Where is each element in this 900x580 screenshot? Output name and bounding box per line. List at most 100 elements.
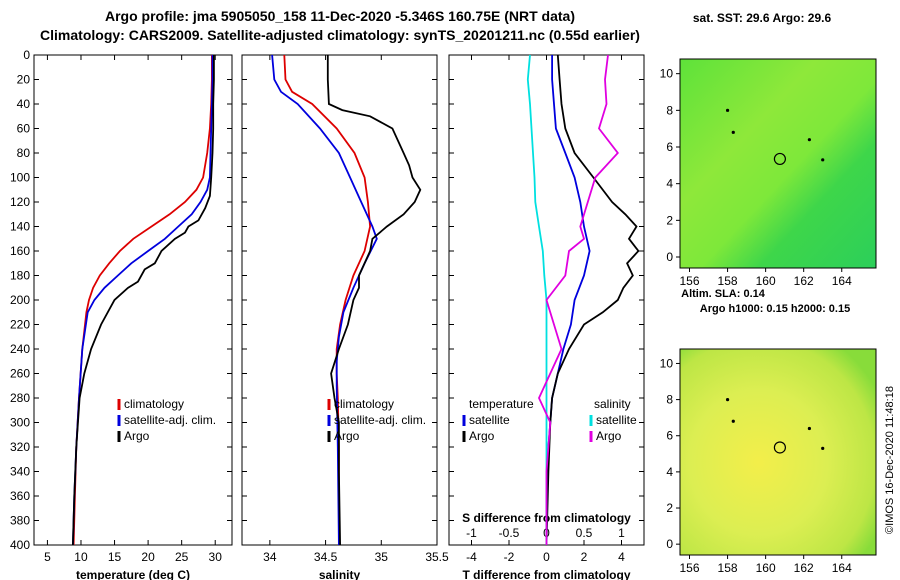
temperature-panel: 0 20 40 60 80 100 120 140 160 180 200 220 240 260 280 3… — [10, 48, 233, 580]
y-tick-label: 20 — [17, 73, 31, 87]
map-x-tick-label: 160 — [756, 274, 776, 288]
y-tick-label: 340 — [10, 465, 30, 479]
map-y-tick-label: 8 — [666, 103, 673, 117]
series-line-argo — [72, 55, 215, 546]
island-marker — [725, 397, 730, 402]
map-y-tick-label: 0 — [666, 537, 673, 551]
y-tick-label: 100 — [10, 171, 30, 185]
legend-label: satellite — [596, 413, 637, 427]
x-tick-label: 0 — [543, 550, 550, 564]
legend-label: climatology — [334, 397, 394, 411]
map-y-tick-label: 4 — [666, 465, 673, 479]
y-tick-label: 120 — [10, 195, 30, 209]
map-y-tick-label: 6 — [666, 140, 673, 154]
legend-label: satellite-adj. clim. — [124, 413, 216, 427]
map-x-tick-label: 164 — [832, 561, 852, 575]
island-marker — [807, 138, 811, 142]
y-tick-label: 200 — [10, 293, 30, 307]
map-y-tick-label: 10 — [660, 67, 674, 81]
series-line-argo — [326, 55, 422, 546]
x-tick-label: 34.5 — [314, 550, 338, 564]
series-line-satellite-adj-clim- — [271, 54, 378, 546]
sla-field — [680, 349, 876, 555]
map-x-tick-label: 156 — [679, 274, 699, 288]
legend-label: satellite — [469, 413, 510, 427]
sla-map-frame — [679, 348, 877, 556]
x-axis-label: T difference from climatology — [462, 568, 630, 580]
island-marker — [731, 419, 735, 423]
x-axis-label: salinity — [319, 568, 361, 580]
difference-panel: -4 -2 0 2 4-1 -0.5 0 0.5 1S difference from clim… — [448, 54, 645, 580]
map-y-tick-label: 0 — [666, 250, 673, 264]
salinity-panel: 34 34.5 35 35.5 salinity climatology satellite… — [241, 54, 449, 580]
x2-tick-label: 1 — [618, 526, 625, 540]
sst-map-frame — [679, 58, 877, 269]
island-marker — [821, 446, 825, 450]
x-tick-label: -2 — [504, 550, 515, 564]
x-tick-label: 5 — [44, 550, 51, 564]
y-tick-label: 180 — [10, 269, 30, 283]
map-x-tick-label: 162 — [794, 274, 814, 288]
x2-tick-label: -0.5 — [499, 526, 520, 540]
island-marker — [725, 108, 730, 112]
map-y-tick-label: 6 — [666, 429, 673, 443]
legend-label: Argo — [469, 429, 495, 443]
map-y-tick-label: 2 — [666, 213, 673, 227]
x-tick-label: -4 — [466, 550, 477, 564]
y-tick-label: 380 — [10, 514, 30, 528]
y-tick-label: 360 — [10, 489, 30, 503]
sst-map-title: sat. SST: 29.6 Argo: 29.6 — [693, 11, 832, 25]
profile-location-marker — [773, 441, 787, 454]
x-tick-label: 34 — [263, 550, 277, 564]
x-tick-label: 20 — [141, 550, 155, 564]
imos-credit: ©IMOS 16-Dec-2020 11:48:18 — [884, 386, 896, 534]
x-tick-label: 35 — [375, 550, 389, 564]
map-y-tick-label: 4 — [666, 177, 673, 191]
y-tick-label: 280 — [10, 391, 30, 405]
x-axis-label: temperature (deg C) — [76, 568, 190, 580]
sst-map-panel: sat. SST: 29.6 Argo: 29.6 156 158 160 162 16… — [660, 11, 877, 288]
sla-map-title: Altim. SLA: 0.14 — [681, 288, 766, 300]
legend-title: temperature — [469, 397, 534, 411]
y-tick-label: 160 — [10, 244, 30, 258]
island-marker — [731, 130, 735, 134]
sla-map-subtitle: Argo h1000: 0.15 h2000: 0.15 — [700, 303, 850, 315]
map-x-tick-label: 162 — [794, 561, 814, 575]
x-tick-label: 30 — [209, 550, 223, 564]
y-tick-label: 260 — [10, 367, 30, 381]
map-x-tick-label: 158 — [718, 561, 738, 575]
map-y-tick-label: 10 — [660, 356, 674, 370]
series-line-t-argo — [545, 54, 640, 546]
map-y-tick-label: 8 — [666, 393, 673, 407]
y-tick-label: 300 — [10, 416, 30, 430]
figure-title-line1: Argo profile: jma 5905050_158 11-Dec-202… — [105, 8, 575, 24]
y-tick-label: 240 — [10, 342, 30, 356]
island-marker — [807, 426, 811, 431]
legend-label: satellite-adj. clim. — [334, 413, 426, 427]
x-tick-label: 4 — [618, 550, 625, 564]
y-tick-label: 60 — [17, 122, 31, 136]
map-x-tick-label: 158 — [718, 274, 738, 288]
figure-title-line2: Climatology: CARS2009. Satellite-adjuste… — [40, 27, 640, 43]
y-tick-label: 0 — [23, 48, 30, 62]
x-tick-label: 35.5 — [425, 550, 449, 564]
x-tick-label: 15 — [108, 550, 122, 564]
x-tick-label: 2 — [581, 550, 588, 564]
map-x-tick-label: 156 — [679, 561, 699, 575]
series-line-s-satellite — [526, 54, 548, 545]
map-x-tick-label: 160 — [756, 561, 776, 575]
legend-label: climatology — [124, 397, 184, 411]
legend-label: Argo — [334, 429, 360, 443]
series-line-s-argo — [538, 54, 619, 545]
y-tick-label: 320 — [10, 440, 30, 454]
y-tick-label: 220 — [10, 318, 30, 332]
x2-tick-label: -1 — [466, 526, 477, 540]
y-tick-label: 80 — [17, 146, 31, 160]
legend-label: Argo — [124, 429, 150, 443]
x-tick-label: 10 — [74, 550, 88, 564]
profile-location-marker — [773, 152, 787, 166]
legend-title: salinity — [594, 397, 631, 411]
y-tick-label: 40 — [17, 97, 31, 111]
sla-map-panel: Altim. SLA: 0.14 Argo h1000: 0.15 h2000:… — [660, 288, 877, 575]
